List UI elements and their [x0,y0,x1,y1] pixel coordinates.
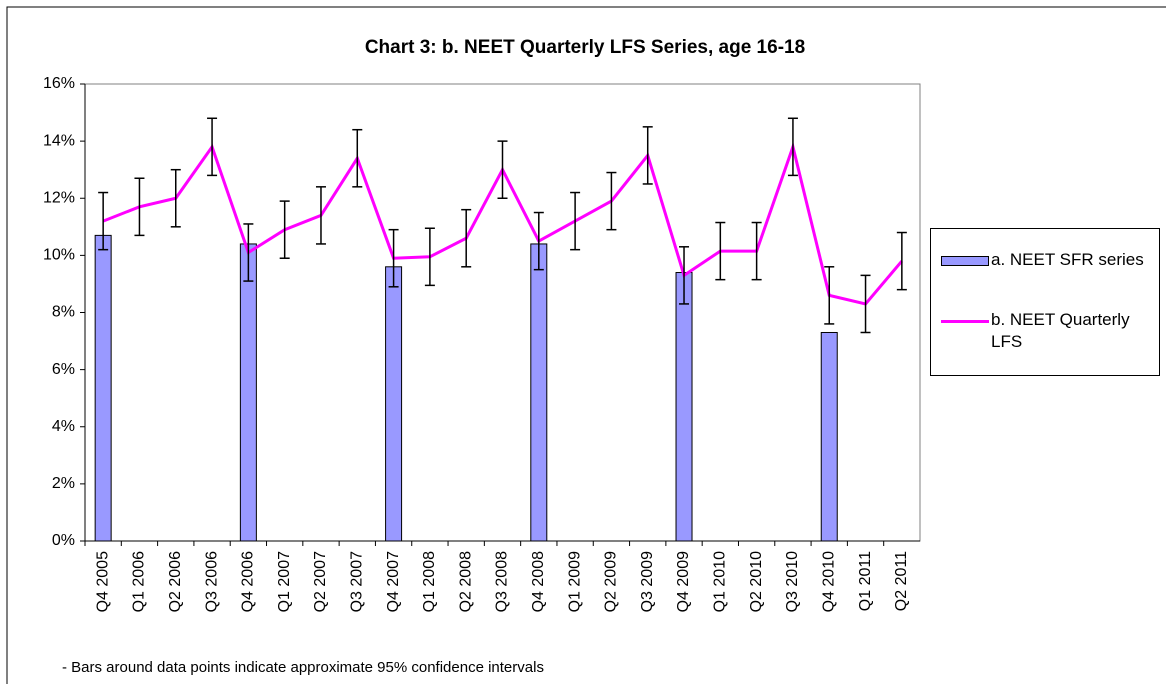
bar [530,243,548,542]
error-bar [134,177,145,237]
x-tick-label: Q2 2007 [312,551,329,612]
x-tick-label: Q1 2007 [276,551,293,612]
x-tick-label: Q1 2009 [566,551,583,612]
error-bar [824,266,835,325]
error-bar [860,274,871,334]
error-bar [751,221,762,281]
error-bar [679,246,690,305]
error-bar [279,200,290,259]
error-bar [170,168,181,228]
error-bar [715,221,726,281]
x-tick-label: Q3 2006 [203,551,220,612]
legend-swatch [941,256,989,266]
error-bar [352,128,363,188]
bar [94,234,112,542]
x-tick-label: Q3 2010 [784,551,801,612]
x-tick-label: Q3 2007 [349,551,366,612]
x-tick-label: Q1 2008 [421,551,438,612]
error-bar [461,208,472,268]
x-tick-label: Q4 2006 [240,551,257,612]
x-tick-label: Q3 2009 [639,551,656,612]
y-tick-label: 2% [52,475,75,492]
error-bar [315,186,326,245]
y-tick-label: 10% [43,247,75,264]
x-tick-label: Q2 2009 [603,551,620,612]
y-tick-label: 8% [52,304,75,321]
error-bar [497,140,508,199]
error-bar [642,126,653,185]
x-tick-label: Q4 2008 [530,551,547,612]
x-tick-label: Q4 2005 [94,551,111,612]
x-tick-label: Q4 2009 [675,551,692,612]
x-tick-label: Q2 2008 [457,551,474,612]
chart-frame [6,6,1166,684]
x-tick-label: Q1 2006 [131,551,148,612]
x-tick-label: Q2 2010 [748,551,765,612]
error-bar [787,117,798,177]
y-tick-label: 4% [52,418,75,435]
x-tick-label: Q4 2007 [385,551,402,612]
y-tick-label: 16% [43,75,75,92]
error-bar [896,231,907,291]
chart-title: Chart 3: b. NEET Quarterly LFS Series, a… [365,37,805,58]
footnote: - Bars around data points indicate appro… [62,659,544,676]
y-tick-label: 0% [52,532,75,549]
error-bar [606,171,617,231]
error-bar [424,227,435,287]
error-bar [243,223,254,282]
error-bar [533,211,544,271]
bar [385,266,403,542]
x-tick-label: Q2 2011 [893,551,910,611]
y-tick-label: 12% [43,189,75,206]
bar [820,331,838,542]
x-tick-label: Q3 2008 [494,551,511,612]
error-bar [98,191,109,251]
x-tick-label: Q1 2010 [712,551,729,612]
y-tick-label: 14% [43,132,75,149]
error-bar [570,191,581,251]
legend-label: b. NEET Quarterly LFS [991,310,1130,351]
error-bar [207,117,218,177]
bar [675,272,693,542]
x-tick-label: Q1 2011 [857,551,874,611]
legend-label: a. NEET SFR series [991,250,1144,269]
legend-swatch [941,320,989,323]
x-tick-label: Q4 2010 [820,551,837,612]
bar [239,243,257,542]
x-tick-label: Q2 2006 [167,551,184,612]
legend: a. NEET SFR series b. NEET Quarterly LFS [930,228,1160,376]
error-bar [388,228,399,288]
y-tick-label: 6% [52,361,75,378]
